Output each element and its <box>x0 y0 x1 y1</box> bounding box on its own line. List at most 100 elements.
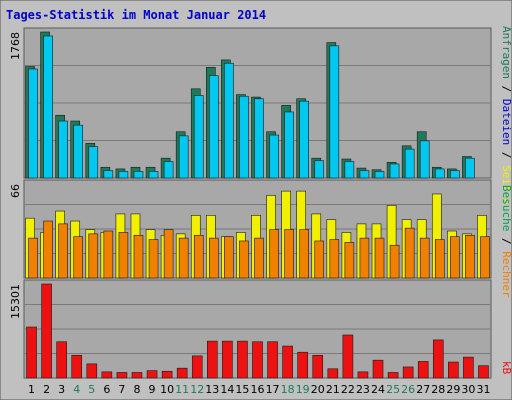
bar-kb-day-8 <box>131 372 143 379</box>
bar-kb-day-2 <box>41 283 52 379</box>
bar-rechner-day-23 <box>359 237 370 279</box>
bar-kb-day-28 <box>432 339 444 379</box>
legend-rechner: Rechner <box>500 251 512 298</box>
bar-dateien-day-10 <box>163 161 174 179</box>
bar-dateien-day-13 <box>209 75 219 179</box>
bar-kb-day-25 <box>387 372 399 379</box>
x-tick-label: 7 <box>118 383 125 396</box>
bar-dateien-day-24 <box>374 171 385 179</box>
bar-rechner-day-6 <box>103 230 114 279</box>
x-tick-label: 10 <box>160 383 174 396</box>
bar-dateien-day-17 <box>269 134 279 179</box>
x-tick-label: 27 <box>416 383 430 396</box>
bar-dateien-day-12 <box>193 95 204 179</box>
ymax-label-top: 1768 <box>9 32 22 60</box>
bar-rechner-day-3 <box>58 223 68 279</box>
bar-dateien-day-11 <box>178 135 189 179</box>
x-tick-label: 24 <box>371 383 385 396</box>
x-tick-label: 14 <box>220 383 234 396</box>
bar-dateien-day-19 <box>299 100 309 179</box>
bar-kb-day-12 <box>191 355 203 379</box>
bar-dateien-day-21 <box>329 45 340 179</box>
bar-dateien-day-6 <box>103 170 114 179</box>
x-tick-label: 4 <box>73 383 80 396</box>
bar-dateien-day-3 <box>58 120 68 179</box>
bar-kb-day-16 <box>252 341 263 379</box>
bar-rechner-day-8 <box>133 234 144 279</box>
bar-rechner-day-13 <box>209 237 219 279</box>
bar-dateien-day-22 <box>344 161 355 179</box>
legend-anfragen: Anfragen <box>500 26 512 79</box>
legend-seiten: Seiten <box>500 165 512 205</box>
bar-dateien-day-15 <box>239 95 249 179</box>
bar-kb-day-5 <box>86 363 98 379</box>
x-tick-label: 13 <box>205 383 219 396</box>
bar-kb-day-6 <box>101 371 113 379</box>
x-tick-label: 1 <box>28 383 35 396</box>
x-tick-label: 15 <box>235 383 249 396</box>
x-tick-label: 23 <box>356 383 370 396</box>
x-tick-label: 17 <box>266 383 280 396</box>
bar-dateien-day-25 <box>389 163 400 179</box>
bar-kb-day-15 <box>237 340 248 379</box>
x-tick-label: 16 <box>251 383 265 396</box>
bar-kb-day-23 <box>357 371 369 379</box>
bar-dateien-day-28 <box>434 168 445 179</box>
bar-rechner-day-5 <box>88 233 99 279</box>
bar-kb-day-24 <box>372 359 384 379</box>
bar-kb-day-31 <box>478 365 489 379</box>
legend-bottom: kB <box>500 361 512 375</box>
x-tick-label: 22 <box>341 383 355 396</box>
x-tick-label: 25 <box>386 383 400 396</box>
bar-dateien-day-27 <box>419 140 430 179</box>
bar-dateien-day-7 <box>118 171 129 179</box>
x-tick-label: 21 <box>326 383 340 396</box>
bar-dateien-day-23 <box>359 170 370 179</box>
x-tick-label: 3 <box>58 383 65 396</box>
bar-kb-day-14 <box>222 340 233 379</box>
x-tick-label: 26 <box>401 383 415 396</box>
legend-separator: / <box>500 145 512 165</box>
bar-dateien-day-1 <box>28 68 38 179</box>
legend-middle: Besuche / Rechner <box>500 185 512 298</box>
bar-rechner-day-29 <box>450 236 460 279</box>
bar-rechner-day-19 <box>299 229 309 279</box>
legend-dateien: Dateien <box>500 99 512 145</box>
bar-rechner-day-10 <box>163 229 174 279</box>
bar-rechner-day-9 <box>148 239 159 279</box>
bar-dateien-day-16 <box>254 98 264 179</box>
bar-rechner-day-21 <box>329 239 340 279</box>
bar-kb-day-26 <box>402 366 414 379</box>
bar-rechner-day-30 <box>465 234 475 279</box>
bar-kb-day-3 <box>56 341 67 379</box>
x-tick-label: 20 <box>311 383 325 396</box>
bar-rechner-day-16 <box>254 237 264 279</box>
bar-rechner-day-22 <box>344 242 355 279</box>
bar-rechner-day-14 <box>224 236 234 279</box>
ymax-label-middle: 66 <box>9 184 22 198</box>
legend-besuche: Besuche <box>500 185 512 231</box>
bar-kb-day-7 <box>116 372 128 379</box>
bar-dateien-day-20 <box>314 160 325 179</box>
bar-dateien-day-8 <box>133 171 144 179</box>
x-tick-label: 18 <box>281 383 295 396</box>
bar-rechner-day-2 <box>43 220 53 279</box>
x-tick-label: 28 <box>431 383 445 396</box>
x-tick-label: 6 <box>103 383 110 396</box>
bar-rechner-day-7 <box>118 232 129 279</box>
bar-kb-day-19 <box>297 351 308 379</box>
bar-kb-day-11 <box>176 367 188 379</box>
bar-kb-day-27 <box>417 361 429 379</box>
bar-kb-day-22 <box>342 334 354 379</box>
bar-rechner-day-1 <box>28 237 38 279</box>
bar-rechner-day-17 <box>269 229 279 279</box>
bar-kb-day-29 <box>448 361 459 379</box>
bar-kb-day-21 <box>327 368 339 379</box>
bar-rechner-day-11 <box>178 237 189 279</box>
bar-kb-day-1 <box>26 326 37 379</box>
bar-dateien-day-2 <box>43 35 53 179</box>
x-tick-label: 30 <box>461 383 475 396</box>
x-tick-label: 8 <box>133 383 140 396</box>
bar-kb-day-9 <box>146 370 158 379</box>
bar-dateien-day-14 <box>224 62 234 179</box>
